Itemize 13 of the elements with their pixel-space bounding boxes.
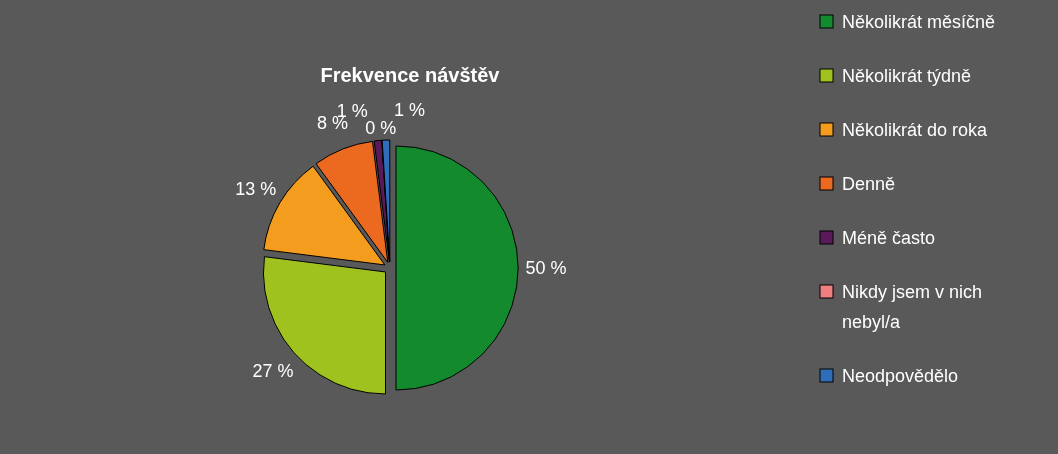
legend-label: Méně často xyxy=(842,228,936,248)
legend-label: Neodpovědělo xyxy=(842,366,959,386)
legend-label: Denně xyxy=(842,174,896,194)
legend-label: Nikdy jsem v nich nebyl/a xyxy=(842,282,983,332)
legend-label: Několikrát týdně xyxy=(842,66,972,86)
data-label: 1 % xyxy=(393,100,425,121)
data-label: 13 % xyxy=(235,178,277,199)
data-label: 50 % xyxy=(525,258,567,278)
text: 0 % xyxy=(365,118,397,139)
legend-label: Několikrát do roka xyxy=(842,120,989,140)
text: Frekvence návštěv xyxy=(320,64,501,86)
data-label: 27 % xyxy=(252,361,294,382)
legend-label: Několikrát měsíčně xyxy=(842,12,996,32)
